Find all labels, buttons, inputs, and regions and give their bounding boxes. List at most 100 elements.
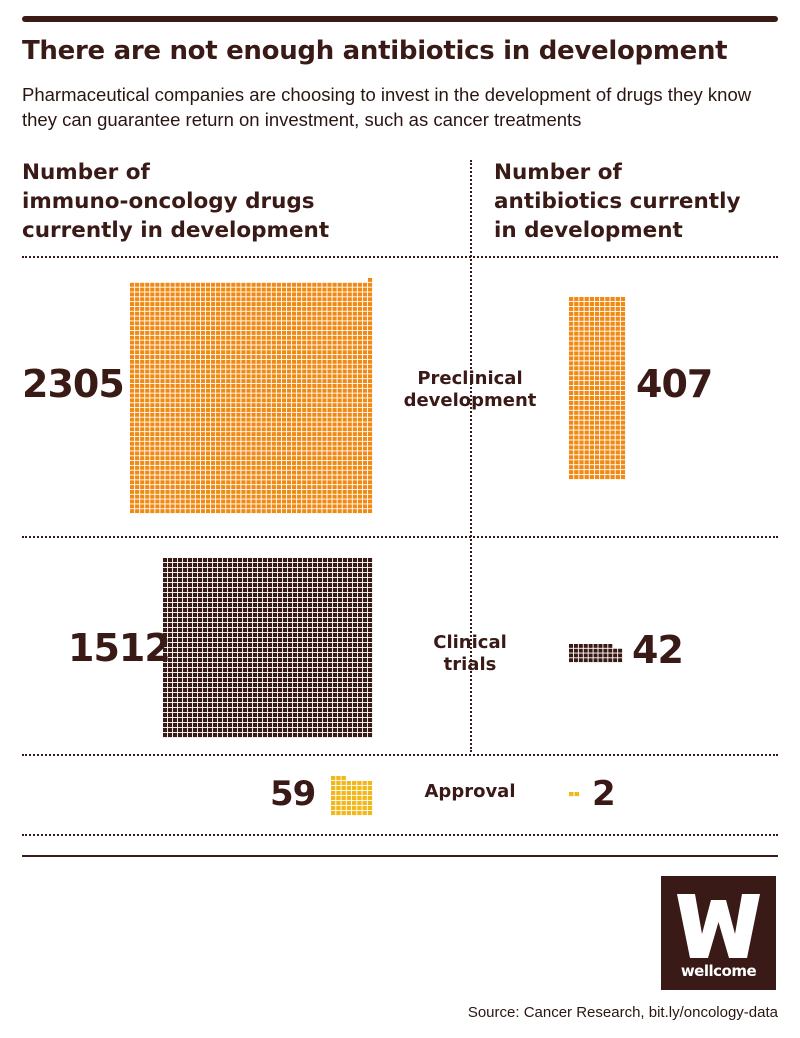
waffle-cell	[307, 316, 312, 321]
waffle-cell	[183, 583, 188, 588]
waffle-cell	[579, 395, 584, 400]
waffle-cell	[258, 723, 263, 728]
waffle-cell	[584, 455, 589, 460]
waffle-cell	[256, 451, 261, 456]
waffle-cell	[579, 465, 584, 470]
waffle-cell	[168, 603, 173, 608]
waffle-cell	[588, 658, 593, 663]
waffle-cell	[342, 432, 347, 437]
waffle-cell	[266, 297, 271, 302]
waffle-cell	[175, 480, 180, 485]
waffle-cell	[367, 388, 373, 393]
waffle-cell	[203, 653, 208, 658]
waffle-cell	[303, 698, 308, 703]
waffle-cell	[288, 658, 293, 663]
stage-label-clinical: Clinical trials	[433, 632, 507, 675]
waffle-cell	[170, 379, 175, 384]
waffle-cell	[297, 388, 302, 393]
waffle-cell	[318, 613, 323, 618]
waffle-cell	[327, 403, 332, 408]
waffle-cell	[610, 331, 615, 336]
waffle-cell	[342, 499, 347, 504]
waffle-cell	[574, 351, 579, 356]
waffle-cell	[297, 427, 302, 432]
waffle-cell	[347, 422, 352, 427]
waffle-cell	[281, 509, 287, 514]
waffle-cell	[268, 593, 273, 598]
waffle-cell	[584, 460, 589, 465]
waffle-cell	[271, 287, 276, 292]
waffle-cell	[327, 499, 332, 504]
waffle-cell	[327, 504, 332, 509]
waffle-cell	[261, 499, 266, 504]
waffle-cell	[298, 633, 303, 638]
waffle-cell	[268, 728, 273, 733]
waffle-cell	[205, 403, 211, 408]
waffle-cell	[173, 593, 178, 598]
waffle-cell	[271, 393, 276, 398]
waffle-cell	[175, 485, 180, 490]
waffle-cell	[579, 415, 584, 420]
waffle-cell	[569, 400, 574, 405]
waffle-cell	[293, 668, 298, 673]
waffle-cell	[358, 728, 363, 733]
waffle-cell	[293, 643, 298, 648]
waffle-cell	[226, 470, 231, 475]
waffle-cell	[190, 509, 195, 514]
waffle-cell	[574, 341, 579, 346]
waffle-cell	[333, 628, 338, 633]
waffle-cell	[193, 668, 198, 673]
waffle-cell	[589, 450, 595, 455]
waffle-cell	[293, 673, 298, 678]
waffle-cell	[256, 321, 261, 326]
waffle-cell	[298, 713, 303, 718]
waffle-cell	[213, 678, 218, 683]
waffle-cell	[367, 427, 373, 432]
waffle-cell	[216, 345, 221, 350]
waffle-cell	[363, 718, 368, 723]
waffle-cell	[278, 558, 283, 563]
waffle-cell	[323, 598, 328, 603]
waffle-cell	[155, 485, 160, 490]
waffle-cell	[231, 461, 236, 465]
waffle-cell	[175, 311, 180, 316]
waffle-cell	[620, 445, 626, 450]
waffle-cell	[307, 287, 312, 292]
waffle-cell	[358, 608, 363, 613]
waffle-cell	[173, 568, 178, 573]
waffle-cell	[328, 653, 333, 658]
waffle-cell	[135, 379, 140, 384]
waffle-cell	[211, 436, 216, 441]
waffle-cell	[200, 456, 206, 461]
waffle-cell	[218, 693, 223, 698]
waffle-cell	[238, 578, 243, 583]
waffle-cell	[303, 728, 308, 733]
waffle-cell	[307, 306, 312, 311]
waffle-cell	[173, 558, 178, 563]
waffle-cell	[221, 311, 226, 316]
waffle-cell	[246, 417, 251, 422]
waffle-cell	[175, 340, 180, 345]
waffle-cell	[188, 573, 193, 578]
waffle-cell	[313, 613, 318, 618]
waffle-cell	[620, 316, 626, 321]
waffle-cell	[183, 708, 188, 713]
waffle-cell	[271, 359, 276, 364]
waffle-cell	[327, 446, 332, 451]
waffle-cell	[216, 499, 221, 504]
waffle-cell	[243, 643, 248, 648]
waffle-cell	[226, 432, 231, 437]
waffle-cell	[292, 340, 297, 345]
waffle-cell	[130, 446, 135, 451]
waffle-cell	[195, 504, 200, 509]
waffle-cell	[297, 292, 302, 297]
waffle-cell	[579, 331, 584, 336]
waffle-cell	[251, 446, 256, 451]
waffle-cell	[165, 480, 170, 485]
waffle-cell	[190, 489, 195, 494]
waffle-cell	[338, 613, 343, 618]
waffle-cell	[342, 461, 347, 465]
waffle-cell	[135, 374, 140, 379]
waffle-cell	[620, 450, 626, 455]
waffle-cell	[178, 708, 183, 713]
